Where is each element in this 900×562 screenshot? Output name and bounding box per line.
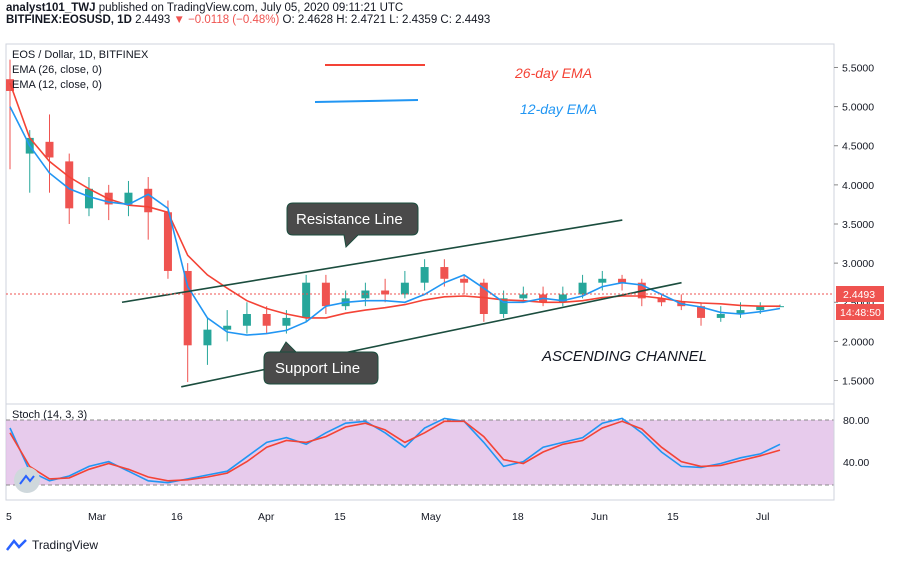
channel-annotation: ASCENDING CHANNEL bbox=[541, 348, 707, 365]
tradingview-logo-icon bbox=[6, 539, 27, 551]
footer: TradingView bbox=[6, 538, 98, 552]
candle-body bbox=[282, 317, 291, 326]
y-tick-label: 2.0000 bbox=[842, 336, 874, 348]
price-pane bbox=[5, 43, 835, 405]
x-tick-label: Apr bbox=[258, 511, 275, 523]
chart-header: analyst101_TWJ published on TradingView.… bbox=[6, 2, 490, 26]
candle-body bbox=[598, 278, 607, 283]
candle-body bbox=[558, 294, 567, 303]
candle-body bbox=[242, 314, 251, 326]
y-tick-label: 4.0000 bbox=[842, 180, 874, 192]
ohlc-values: O: 2.4628 H: 2.4721 L: 2.4359 C: 2.4493 bbox=[282, 14, 491, 26]
candle-body bbox=[440, 267, 449, 279]
candle-body bbox=[756, 306, 765, 311]
x-tick-label: Mar bbox=[88, 511, 107, 523]
price-change: −0.0118 (−0.48%) bbox=[188, 14, 280, 26]
author[interactable]: analyst101_TWJ bbox=[6, 2, 96, 14]
time-axis: 5 Mar 16 Apr 15 May 18 Jun 15 Jul bbox=[6, 511, 769, 523]
candle-body bbox=[736, 310, 745, 314]
stoch-axis: 80.00 40.00 bbox=[843, 415, 869, 469]
legend-stoch: Stoch (14, 3, 3) bbox=[12, 409, 87, 421]
candle-body bbox=[578, 282, 587, 295]
candle-body bbox=[84, 188, 93, 209]
y-tick-label: 4.5000 bbox=[842, 141, 874, 153]
y-tick-label: 1.5000 bbox=[842, 376, 874, 388]
time-badge bbox=[836, 304, 884, 320]
price-badge-text: 2.4493 bbox=[843, 289, 875, 301]
x-tick-label: Jun bbox=[591, 511, 608, 523]
ema26-annotation: 26-day EMA bbox=[514, 65, 592, 81]
support-label: Support Line bbox=[275, 360, 360, 377]
candle-body bbox=[45, 141, 54, 158]
y-tick-label: 3.5000 bbox=[842, 219, 874, 231]
symbol-line: BITFINEX:EOSUSD, 1D bbox=[6, 14, 132, 26]
resistance-label: Resistance Line bbox=[296, 211, 403, 228]
x-tick-label: 15 bbox=[334, 511, 346, 523]
resistance-line bbox=[121, 219, 623, 304]
x-tick-label: 5 bbox=[6, 511, 12, 523]
candle-body bbox=[460, 278, 469, 283]
stoch-tick-label: 80.00 bbox=[843, 415, 869, 427]
stoch-k-line bbox=[9, 417, 781, 484]
candle-body bbox=[124, 192, 133, 205]
down-arrow-icon: ▼ bbox=[173, 14, 185, 26]
legend-ema26: EMA (26, close, 0) bbox=[12, 64, 102, 76]
stoch-band bbox=[6, 420, 834, 485]
candle-body bbox=[716, 314, 725, 318]
legend-ema12: EMA (12, close, 0) bbox=[12, 79, 102, 91]
candle-body bbox=[163, 212, 172, 271]
price-badge bbox=[836, 286, 884, 302]
price-chart[interactable]: 5.50005.00004.50004.00003.50003.00002.50… bbox=[0, 0, 900, 536]
legend-title: EOS / Dollar, 1D, BITFINEX bbox=[12, 49, 149, 61]
time-badge-text: 14:48:50 bbox=[840, 307, 881, 319]
candle-body bbox=[400, 282, 409, 295]
x-tick-label: 15 bbox=[667, 511, 679, 523]
candle-body bbox=[262, 314, 271, 326]
candle-body bbox=[381, 290, 390, 295]
x-tick-label: Jul bbox=[756, 511, 769, 523]
ema12-annotation: 12-day EMA bbox=[520, 101, 597, 117]
candle-body bbox=[361, 290, 370, 299]
logo-badge-icon bbox=[14, 467, 40, 493]
candle-body bbox=[697, 306, 706, 318]
last-price: 2.4493 bbox=[135, 14, 171, 26]
candle-body bbox=[618, 278, 627, 283]
candle-body bbox=[203, 329, 212, 346]
candle-body bbox=[519, 294, 528, 299]
published-text: published on TradingView.com, July 05, 2… bbox=[98, 2, 404, 14]
candle-body bbox=[183, 270, 192, 346]
support-callout: Support Line bbox=[263, 341, 379, 385]
ema12-sample-line bbox=[314, 99, 419, 103]
candle-body bbox=[144, 188, 153, 213]
y-tick-label: 3.0000 bbox=[842, 258, 874, 270]
ema26-line bbox=[9, 82, 780, 319]
x-tick-label: May bbox=[421, 511, 442, 523]
price-axis: 5.50005.00004.50004.00003.50003.00002.50… bbox=[834, 62, 874, 388]
candle-body bbox=[65, 161, 74, 209]
resistance-callout: Resistance Line bbox=[286, 202, 419, 249]
candle-body bbox=[420, 267, 429, 283]
x-tick-label: 16 bbox=[171, 511, 183, 523]
candle-body bbox=[657, 298, 666, 303]
stoch-d-line bbox=[9, 420, 781, 482]
footer-brand[interactable]: TradingView bbox=[32, 538, 99, 552]
y-tick-label: 5.0000 bbox=[842, 102, 874, 114]
y-tick-label: 5.5000 bbox=[842, 62, 874, 74]
stoch-tick-label: 40.00 bbox=[843, 457, 869, 469]
candle-body bbox=[499, 298, 508, 314]
candle-body bbox=[302, 282, 311, 318]
candle-body bbox=[223, 325, 232, 330]
x-tick-label: 18 bbox=[512, 511, 524, 523]
candle-body bbox=[321, 282, 330, 307]
